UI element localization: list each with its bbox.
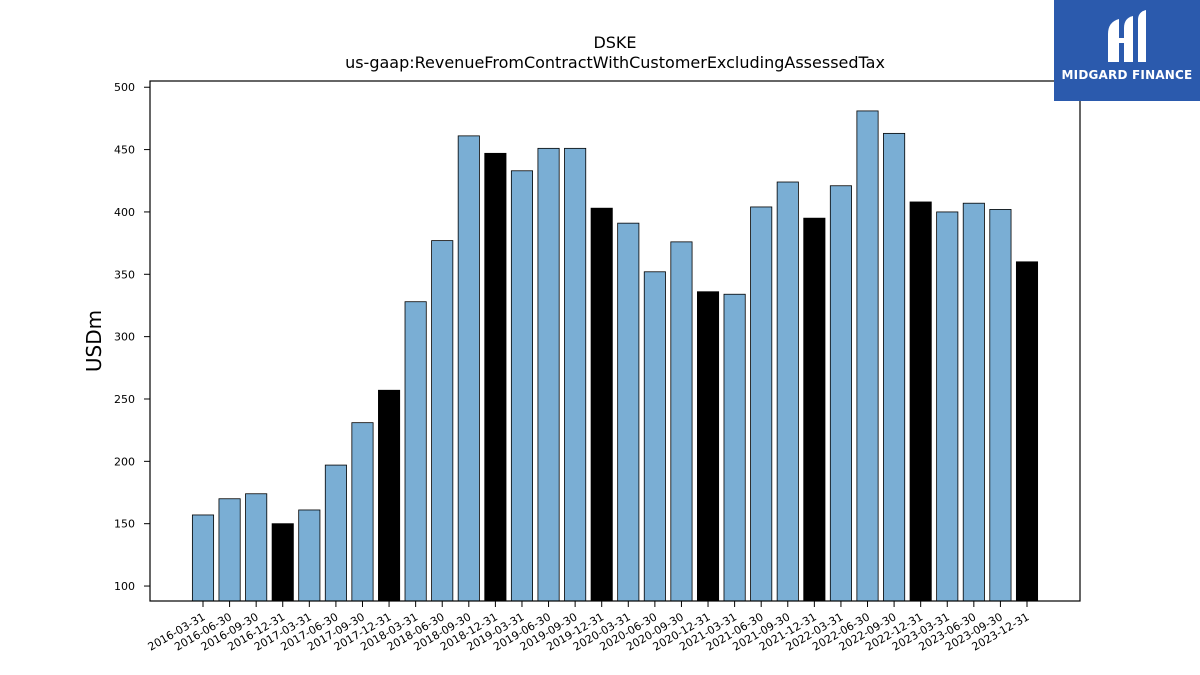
bar-2016-06-30 [218, 498, 241, 602]
y-tick-label: 100 [114, 580, 135, 593]
bar-2020-09-30 [670, 241, 693, 602]
chart-subtitle: us-gaap:RevenueFromContractWithCustomerE… [345, 53, 885, 72]
y-tick-label: 450 [114, 144, 135, 157]
y-tick-label: 400 [114, 206, 135, 219]
bar-2022-06-30 [856, 110, 879, 602]
bar-2020-06-30 [643, 271, 666, 602]
bar-2021-09-30 [776, 181, 799, 602]
bar-2019-06-30 [537, 147, 560, 602]
bar-2017-12-31 [378, 389, 401, 602]
logo-text: MIDGARD FINANCE [1061, 68, 1193, 82]
bar-2023-06-30 [962, 202, 985, 602]
bar-2018-03-31 [404, 301, 427, 602]
bar-2023-09-30 [989, 209, 1012, 602]
bar-2022-09-30 [883, 132, 906, 602]
bar-2022-03-31 [829, 185, 852, 602]
y-tick-label: 200 [114, 455, 135, 468]
y-tick-label: 250 [114, 393, 135, 406]
bar-2018-06-30 [431, 240, 454, 602]
plot-frame [149, 80, 1081, 602]
y-axis-label: USDm [82, 310, 106, 372]
midgard-finance-logo: MIDGARD FINANCE [1054, 0, 1200, 101]
bar-2023-03-31 [936, 211, 959, 602]
logo-mark-icon [1108, 10, 1146, 62]
bar-2019-12-31 [590, 207, 613, 602]
chart-title: DSKE [593, 33, 636, 52]
bar-2017-09-30 [351, 422, 374, 602]
bar-2018-09-30 [457, 135, 480, 602]
bar-2019-03-31 [510, 170, 533, 602]
y-tick-label: 500 [114, 81, 135, 94]
bar-2021-06-30 [750, 206, 773, 602]
y-tick-label: 150 [114, 518, 135, 531]
x-axis: 2016-03-312016-06-302016-09-302016-12-31… [146, 601, 1032, 654]
y-axis: 100 150 200 250 300 350 400 450 500 [114, 81, 150, 593]
bar-2016-09-30 [245, 493, 268, 602]
bar-2021-12-31 [803, 217, 826, 602]
bar-2019-09-30 [564, 147, 587, 602]
bar-2017-06-30 [324, 464, 347, 602]
bar-2023-12-31 [1015, 261, 1039, 602]
bar-2021-03-31 [723, 293, 746, 602]
bar-2020-12-31 [697, 291, 720, 602]
bars-group [191, 110, 1039, 602]
bar-2016-03-31 [191, 514, 215, 602]
bar-2018-12-31 [484, 152, 507, 602]
bar-2017-03-31 [298, 509, 321, 602]
bar-2016-12-31 [271, 523, 294, 602]
y-tick-label: 300 [114, 331, 135, 344]
bar-2022-12-31 [909, 201, 932, 602]
y-tick-label: 350 [114, 268, 135, 281]
bar-2020-03-31 [617, 222, 640, 602]
